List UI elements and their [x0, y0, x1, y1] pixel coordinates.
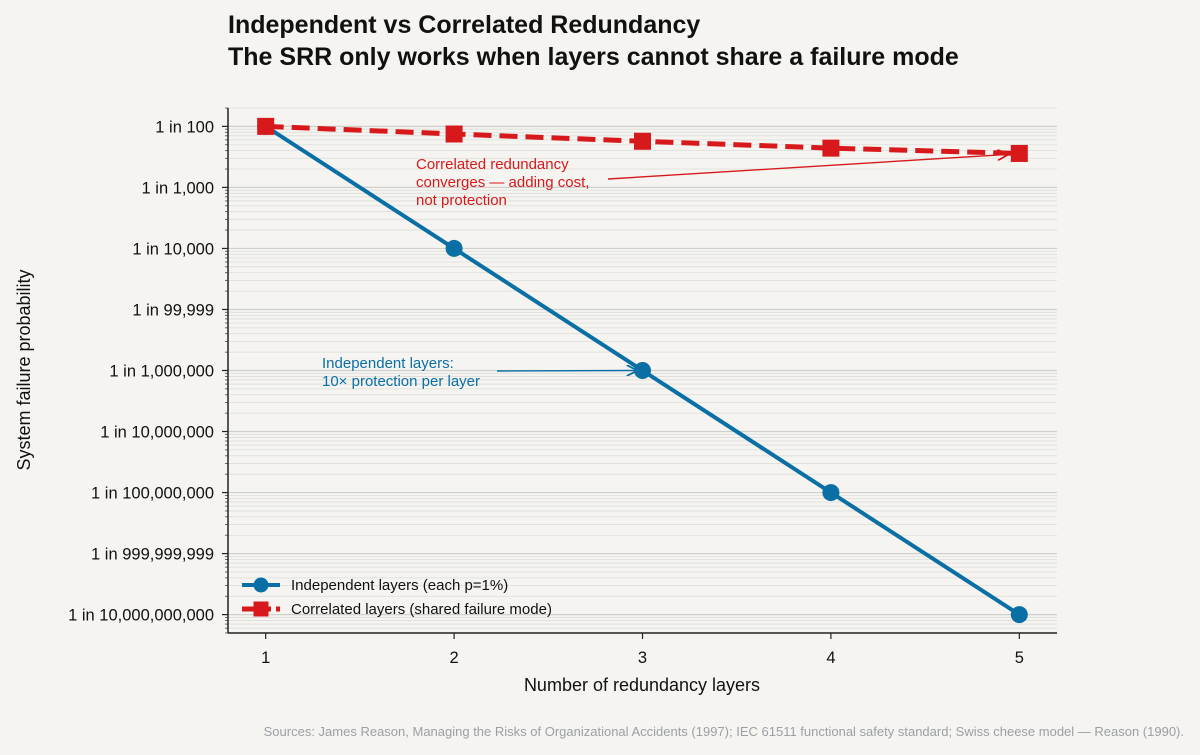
x-axis-title: Number of redundancy layers	[524, 675, 760, 695]
legend-marker-square	[253, 601, 269, 617]
annotation-correlated-line: not protection	[416, 192, 507, 209]
legend: Independent layers (each p=1%) Correlated…	[242, 577, 552, 618]
annotation-arrow-correlated	[607, 154, 1007, 180]
legend-label: Independent layers (each p=1%)	[291, 577, 508, 594]
y-tick-label: 1 in 1,000,000	[109, 363, 214, 381]
y-axis-title: System failure probability	[14, 269, 34, 470]
independent-point	[634, 362, 651, 379]
chart-title: Independent vs Correlated Redundancy The…	[228, 11, 959, 71]
y-tick-label: 1 in 10,000	[132, 240, 214, 258]
y-tick-label: 1 in 10,000,000,000	[68, 607, 214, 625]
x-tick-label: 2	[449, 649, 458, 667]
correlated-point	[1010, 144, 1028, 162]
legend-marker-circle	[253, 577, 269, 593]
annotation-arrow-independent	[496, 371, 637, 372]
y-tick-label: 1 in 100	[155, 118, 214, 136]
axes: 1 in 100 1 in 1,000 1 in 10,000 1 in 99,999…	[68, 107, 1057, 667]
independent-point	[822, 484, 840, 502]
y-tick-label: 1 in 100,000,000	[91, 485, 214, 503]
annotation-correlated-line: Correlated redundancy	[416, 156, 569, 173]
chart-title-text: Independent vs Correlated Redundancy	[228, 11, 700, 39]
x-tick-label: 5	[1015, 649, 1024, 667]
annotation-correlated: Correlated redundancy converges — adding …	[416, 156, 589, 209]
correlated-point	[822, 139, 840, 157]
correlated-point	[445, 125, 463, 143]
x-tick-label: 1	[261, 649, 270, 667]
y-tick-label: 1 in 10,000,000	[100, 424, 214, 442]
annotation-independent: Independent layers: 10× protection per la…	[322, 355, 480, 390]
legend-label: Correlated layers (shared failure mode)	[291, 601, 552, 618]
correlated-point	[257, 117, 275, 135]
y-tick-label: 1 in 99,999	[132, 301, 214, 319]
series	[257, 117, 1028, 624]
y-tick-label: 1 in 999,999,999	[91, 546, 214, 564]
annotation-independent-line: 10× protection per layer	[322, 373, 480, 390]
x-tick-label: 4	[826, 649, 835, 667]
independent-point	[1010, 606, 1028, 624]
independent-point	[445, 239, 463, 257]
annotations: Correlated redundancy converges — adding …	[322, 154, 1007, 390]
x-tick-label: 3	[638, 649, 647, 667]
chart-subtitle-text: The SRR only works when layers cannot sh…	[228, 43, 959, 71]
y-tick-label: 1 in 1,000	[142, 179, 214, 197]
annotation-independent-line: Independent layers:	[322, 355, 454, 372]
correlated-point	[634, 132, 651, 150]
source-note: Sources: James Reason, Managing the Risk…	[264, 724, 1184, 739]
annotation-correlated-line: converges — adding cost,	[416, 174, 589, 191]
